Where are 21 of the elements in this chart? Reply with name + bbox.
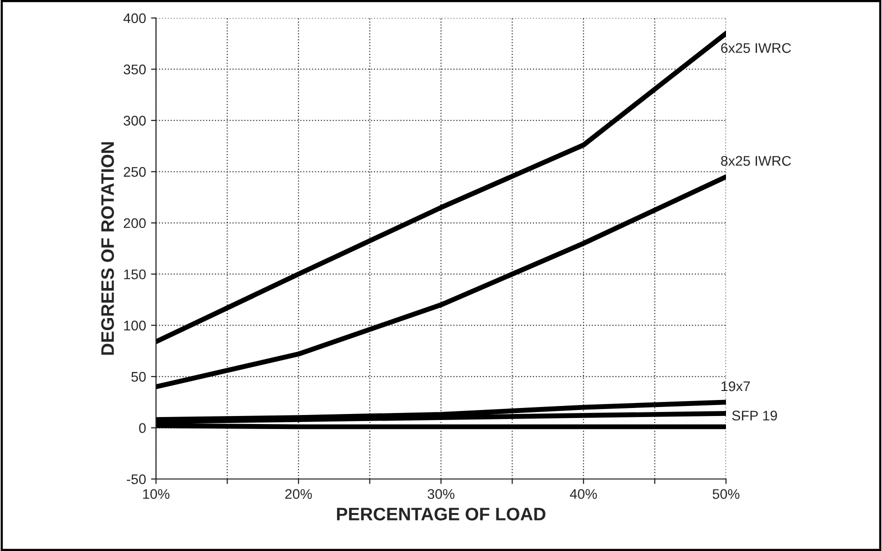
series-label: 6x25 IWRC <box>721 43 791 53</box>
x-tick-label: 10% <box>143 489 170 499</box>
y-tick-label: -50 <box>126 474 146 484</box>
x-tick-label: 50% <box>712 489 740 499</box>
series-label: 19x7 <box>722 381 750 392</box>
y-tick-label: 150 <box>124 269 146 280</box>
x-axis-title: PERCENTAGE OF LOAD <box>337 508 546 520</box>
y-tick-label: 400 <box>123 13 146 24</box>
y-tick-label: 200 <box>124 218 146 228</box>
y-tick-label: 50 <box>131 372 146 382</box>
x-tick-label: 40% <box>570 489 597 499</box>
series-label: 8x25 IWRC <box>721 156 791 166</box>
x-tick-label: 20% <box>285 489 312 499</box>
y-tick-label: 300 <box>124 116 146 126</box>
x-tick-label: 30% <box>428 489 454 499</box>
y-tick-label: 0 <box>139 423 146 433</box>
y-tick-label: 100 <box>124 320 146 331</box>
y-tick-label: 350 <box>124 64 146 74</box>
series-label: SFP 19 <box>732 410 777 421</box>
y-axis-title: DEGREES OF ROTATION <box>101 142 114 355</box>
y-tick-label: 250 <box>124 167 146 177</box>
